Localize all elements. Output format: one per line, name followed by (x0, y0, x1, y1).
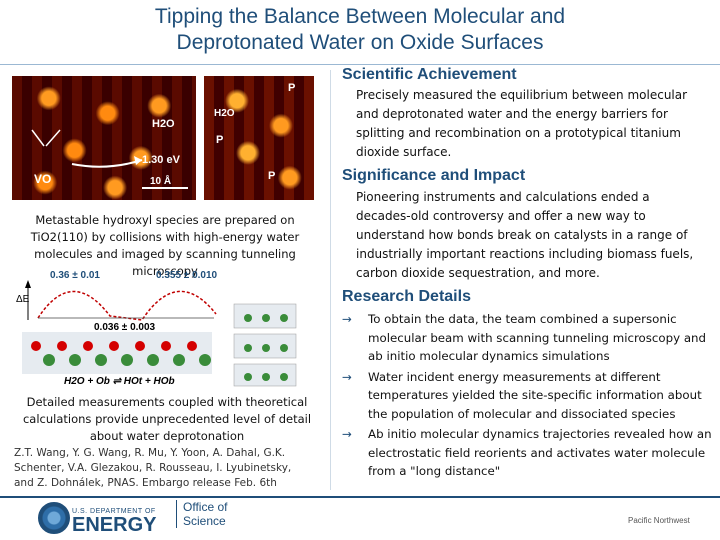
column-divider (330, 70, 331, 490)
arrow-icon: → (342, 427, 352, 441)
stm-label-energy: 1.30 eV (142, 154, 180, 166)
stm-caption: Metastable hydroxyl species are prepared… (30, 213, 300, 278)
title-divider (0, 64, 720, 65)
footer-divider (0, 496, 720, 498)
doe-logo: U.S. DEPARTMENT OF ENERGY (72, 508, 156, 535)
slide-title: Tipping the Balance Between Molecular an… (0, 4, 720, 56)
details-bullet: → Ab initio molecular dynamics trajector… (342, 425, 716, 481)
stm-label-h2o: H2O (152, 118, 175, 130)
stm-label-p1: P (288, 82, 296, 94)
energy-value-left: 0.36 ± 0.01 (50, 270, 100, 281)
stm-label-p2: P (216, 134, 224, 146)
details-bullet: → To obtain the data, the team combined … (342, 310, 716, 366)
office-line-2: Science (183, 514, 226, 528)
stm-image-right: P H2O P P (204, 76, 314, 200)
details-heading: Research Details (342, 288, 471, 305)
citation: Z.T. Wang, Y. G. Wang, R. Mu, Y. Yoon, A… (14, 447, 292, 489)
title-line-1: Tipping the Balance Between Molecular an… (154, 5, 566, 28)
energy-diagram: ΔE 0.36 ± 0.01 0.355 ± 0.010 0.036 ± 0.0… (14, 268, 316, 392)
impact-text: Pioneering instruments and calculations … (356, 190, 694, 280)
details-bullet: → Water incident energy measurements at … (342, 368, 716, 424)
achievement-text: Precisely measured the equilibrium betwe… (356, 88, 688, 159)
doe-seal-icon (38, 502, 70, 534)
stm-image-left: H2O 1.30 eV VO 10 Å (12, 76, 196, 200)
bullet-text: Ab initio molecular dynamics trajectorie… (368, 427, 712, 478)
title-line-2: Deprotonated Water on Oxide Surfaces (176, 31, 544, 54)
reaction-equation: H2O + Ob ⇌ HOt + HOb (64, 376, 175, 387)
stm-label-vo: VO (34, 172, 52, 186)
doe-energy-text: ENERGY (72, 514, 157, 536)
arrow-icon: → (342, 312, 352, 326)
stm-label-scale: 10 Å (150, 176, 172, 187)
stm-label-h2o-right: H2O (214, 108, 235, 119)
bullet-text: Water incident energy measurements at di… (368, 369, 702, 421)
energy-value-bottom: 0.036 ± 0.003 (94, 322, 156, 333)
office-of-science: Office of Science (176, 500, 227, 528)
calc-caption: Detailed measurements coupled with theor… (22, 395, 312, 443)
office-line-1: Office of (183, 500, 228, 514)
arrow-icon: → (342, 369, 352, 384)
energy-axis-label: ΔE (16, 294, 30, 305)
energy-value-right: 0.355 ± 0.010 (156, 270, 218, 281)
doe-small-text: U.S. DEPARTMENT OF (72, 508, 156, 515)
pnnl-logo: Pacific Northwest (628, 516, 690, 525)
impact-heading: Significance and Impact (342, 167, 526, 184)
achievement-heading: Scientific Achievement (342, 66, 517, 83)
stm-label-p3: P (268, 170, 276, 182)
details-bullets: → To obtain the data, the team combined … (342, 310, 716, 483)
bullet-text: To obtain the data, the team combined a … (368, 312, 707, 363)
